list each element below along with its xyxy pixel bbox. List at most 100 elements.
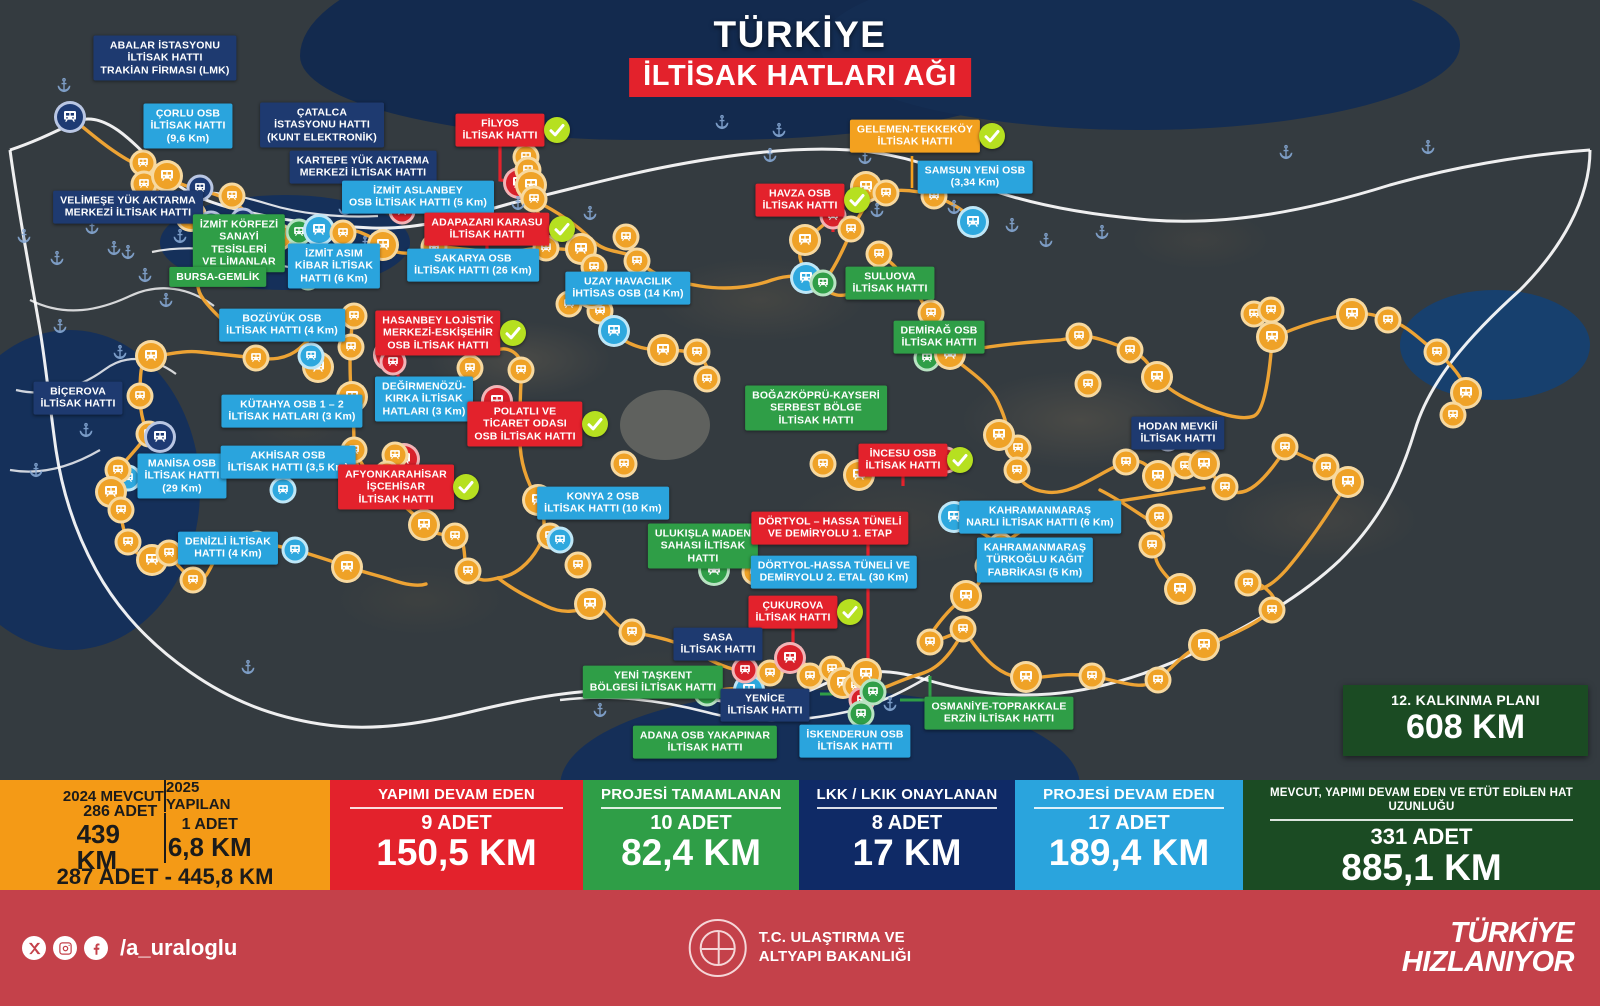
map-label-suluova: SULUOVA İLTİSAK HATTI: [845, 266, 935, 300]
station-marker: [812, 272, 834, 294]
completed-check-icon: [548, 216, 575, 242]
map-label-hasanbey: HASANBEY LOJİSTİK MERKEZİ-ESKİŞEHİR OSB …: [375, 310, 501, 356]
anchor-icon: [84, 216, 101, 238]
map-label-text: KAHRAMANMARAŞ NARLI İLTİSAK HATTI (6 Km): [966, 504, 1114, 529]
anchor-icon: [1278, 141, 1295, 163]
under-construction-count: 9 ADET: [421, 812, 492, 834]
map-label-iskenderun: İSKENDERUN OSB İLTİSAK HATTI: [799, 724, 911, 758]
station-marker: [343, 305, 365, 327]
brand-line-1: TÜRKİYE: [1450, 917, 1574, 949]
map-label-manisa: MANİSA OSB İLTİSAK HATTI (29 Km): [137, 453, 227, 499]
map-label-gelemen: GELEMEN-TEKKEKÖY İLTİSAK HATTI: [849, 119, 981, 153]
facebook-icon[interactable]: [84, 936, 108, 960]
station-marker: [1081, 665, 1103, 687]
station-marker: [457, 560, 479, 582]
station-marker: [1377, 309, 1399, 331]
social-links[interactable]: /a_uraloglu: [22, 935, 237, 961]
station-marker: [1007, 437, 1029, 459]
station-marker: [147, 424, 173, 450]
project-ongoing-count: 17 ADET: [1088, 812, 1170, 834]
development-plan-box: 12. KALKINMA PLANI 608 KM: [1343, 685, 1588, 756]
under-construction-header: YAPIMI DEVAM EDEN: [378, 786, 535, 803]
map-label-kmaras-turkoglu: KAHRAMANMARAŞ TÜRKOĞLU KAĞIT FABRİKASI (…: [976, 537, 1094, 583]
map-label-text: SAMSUN YENİ OSB (3,34 Km): [924, 164, 1026, 189]
station-marker: [1237, 572, 1259, 594]
map-label-text: MANİSA OSB İLTİSAK HATTI (29 Km): [144, 457, 220, 495]
map-label-bogazkopru: BOĞAZKÖPRÜ-KAYSERİ SERBEST BÖLGE İLTİSAK…: [745, 385, 887, 431]
station-marker: [332, 222, 354, 244]
anchor-icon: [52, 315, 69, 337]
map-label-text: BOZÜYÜK OSB İLTİSAK HATTI (4 Km): [226, 312, 338, 337]
map-label-afyon: AFYONKARAHİSAR İŞCEHİSAR İLTİSAK HATTI: [338, 464, 454, 510]
map-label-text: HAVZA OSB İLTİSAK HATTI: [762, 187, 838, 212]
grand-total-header: MEVCUT, YAPIMI DEVAM EDEN VE ETÜT EDİLEN…: [1270, 787, 1573, 814]
station-marker: [1115, 451, 1137, 473]
anchor-icon: [106, 237, 123, 259]
anchor-icon: [762, 144, 779, 166]
map-label-text: SASA İLTİSAK HATTI: [680, 631, 756, 656]
station-marker: [812, 453, 834, 475]
map-label-text: AFYONKARAHİSAR İŞCEHİSAR İLTİSAK HATTI: [345, 468, 447, 506]
station-marker: [154, 163, 180, 189]
station-marker: [850, 703, 872, 725]
anchor-icon: [1004, 214, 1021, 236]
map-label-text: YENİCE İLTİSAK HATTI: [727, 692, 803, 717]
map-label-kmaras-narli: KAHRAMANMARAŞ NARLI İLTİSAK HATTI (6 Km): [959, 500, 1121, 534]
station-marker: [686, 341, 708, 363]
map-label-text: DENİZLİ İLTİSAK HATTI (4 Km): [184, 535, 272, 560]
map-label-hodan: HODAN MEVKİİ İLTİSAK HATTI: [1131, 416, 1225, 450]
map-label-text: VELİMEŞE YÜK AKTARMA MERKEZİ İLTİSAK HAT…: [60, 194, 196, 219]
map-label-adana-osb: ADANA OSB YAKAPINAR İLTİSAK HATTI: [632, 725, 778, 759]
social-handle[interactable]: /a_uraloglu: [120, 935, 238, 960]
map-label-konya2: KONYA 2 OSB İLTİSAK HATTI (10 Km): [537, 486, 669, 520]
anchor-icon: [240, 656, 257, 678]
x-icon[interactable]: [22, 936, 46, 960]
map-label-dortyol1: DÖRTYOL – HASSA TÜNELİ VE DEMİRYOLU 1. E…: [751, 511, 909, 545]
completed-check-icon: [979, 123, 1005, 149]
map-label-text: İZMİT ASLANBEY OSB İLTİSAK HATTI (5 Km): [349, 184, 487, 209]
station-marker: [1339, 301, 1365, 327]
anchor-icon: [56, 74, 73, 96]
built-2025-km: 6,8 KM: [167, 832, 252, 862]
stat-card-existing: 2024 MEVCUT 2025 YAPILAN 286 ADET 439 KM…: [0, 779, 330, 890]
station-marker: [953, 583, 979, 609]
map-label-yenice: YENİCE İLTİSAK HATTI: [720, 688, 810, 722]
footer-bar: /a_uraloglu T.C. ULAŞTIRMA VE ALTYAPI BA…: [0, 890, 1600, 1006]
statistics-strip: 2024 MEVCUT 2025 YAPILAN 286 ADET 439 KM…: [0, 779, 1600, 890]
station-marker: [601, 318, 627, 344]
map-label-text: YENİ TAŞKENT BÖLGESİ İLTİSAK HATTI: [589, 669, 717, 694]
anchor-icon: [1038, 229, 1055, 251]
anchor-icon: [869, 199, 886, 221]
grand-total-km: 885,1 KM: [1341, 846, 1502, 888]
map-label-izmit-asim: İZMİT ASIM KİBAR İLTİSAK HATTI (6 Km): [287, 243, 381, 289]
station-marker: [1335, 469, 1361, 495]
station-marker: [117, 531, 139, 553]
project-completed-km: 82,4 KM: [621, 832, 761, 873]
station-marker: [577, 591, 603, 617]
map-label-text: KARTEPE YÜK AKTARMA MERKEZİ İLTİSAK HATT…: [296, 154, 430, 179]
instagram-icon[interactable]: [53, 936, 77, 960]
existing-2024-count: 286 ADET: [83, 803, 158, 820]
station-marker: [133, 173, 155, 195]
map-label-velimese: VELİMEŞE YÜK AKTARMA MERKEZİ İLTİSAK HAT…: [53, 190, 203, 224]
station-marker: [792, 227, 818, 253]
station-marker: [613, 453, 635, 475]
existing-2024-header: 2024 MEVCUT: [63, 780, 166, 812]
map-label-text: ADANA OSB YAKAPINAR İLTİSAK HATTI: [639, 729, 771, 754]
station-marker: [1174, 455, 1196, 477]
station-marker: [589, 300, 611, 322]
campaign-brand: TÜRKİYE HIZLANIYOR: [1402, 917, 1575, 977]
project-ongoing-km: 189,4 KM: [1048, 832, 1210, 873]
map-label-kartepe: KARTEPE YÜK AKTARMA MERKEZİ İLTİSAK HATT…: [289, 150, 437, 184]
station-marker: [734, 659, 756, 681]
anchor-icon: [28, 459, 45, 481]
station-marker: [1453, 380, 1479, 406]
map-label-text: BİÇEROVA İLTİSAK HATTI: [40, 385, 116, 410]
station-marker: [107, 459, 129, 481]
map-label-text: AKHİSAR OSB İLTİSAK HATTI (3,5 Km): [227, 449, 349, 474]
station-marker: [1259, 324, 1285, 350]
page-title: TÜRKİYE İLTİSAK HATLARI AĞI: [629, 14, 971, 97]
development-plan-value: 608 KM: [1405, 708, 1526, 746]
station-marker: [920, 302, 942, 324]
